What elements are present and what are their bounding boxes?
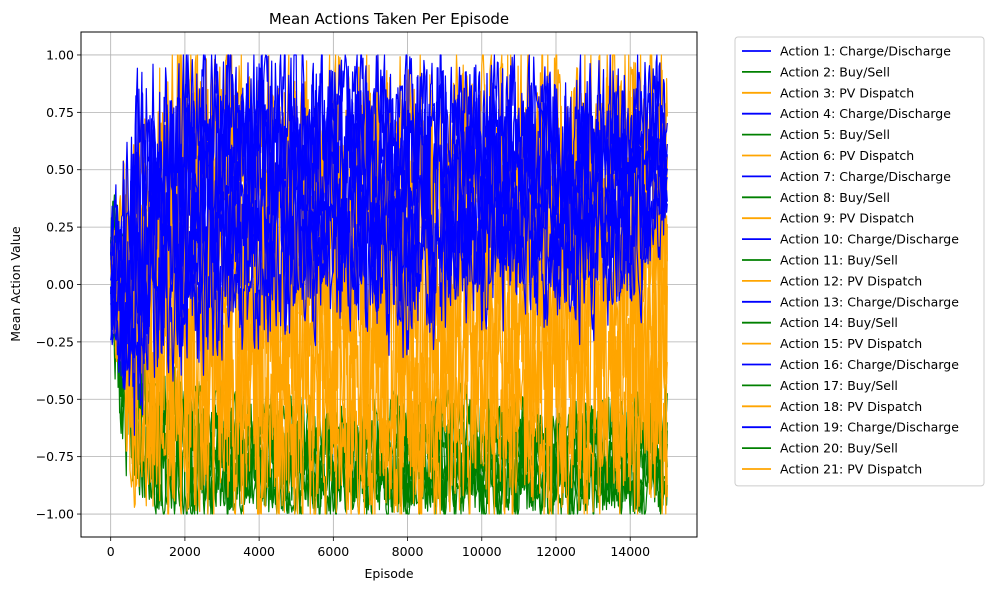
- legend-label: Action 16: Charge/Discharge: [780, 357, 959, 372]
- legend-label: Action 14: Buy/Sell: [780, 315, 898, 330]
- x-tick-label: 4000: [243, 544, 275, 559]
- legend-label: Action 17: Buy/Sell: [780, 378, 898, 393]
- x-tick-label: 6000: [317, 544, 349, 559]
- y-axis-title: Mean Action Value: [8, 226, 23, 342]
- legend-label: Action 21: PV Dispatch: [780, 462, 922, 477]
- legend-label: Action 20: Buy/Sell: [780, 441, 898, 456]
- legend-label: Action 9: PV Dispatch: [780, 211, 914, 226]
- y-tick-label: 0.00: [46, 277, 74, 292]
- series-line: [110, 54, 668, 416]
- y-tick-label: 0.25: [46, 220, 74, 235]
- legend-label: Action 18: PV Dispatch: [780, 399, 922, 414]
- legend-label: Action 5: Buy/Sell: [780, 127, 890, 142]
- legend-label: Action 8: Buy/Sell: [780, 190, 890, 205]
- y-tick-label: 0.50: [46, 162, 74, 177]
- series-line: [110, 54, 668, 379]
- legend-label: Action 3: PV Dispatch: [780, 85, 914, 100]
- legend-label: Action 6: PV Dispatch: [780, 148, 914, 163]
- x-tick-label: 12000: [536, 544, 576, 559]
- x-tick-label: 2000: [169, 544, 201, 559]
- legend-label: Action 11: Buy/Sell: [780, 253, 898, 268]
- chart-title: Mean Actions Taken Per Episode: [269, 10, 509, 28]
- legend-label: Action 1: Charge/Discharge: [780, 44, 951, 59]
- legend-label: Action 19: Charge/Discharge: [780, 420, 959, 435]
- y-tick-label: 1.00: [46, 47, 74, 62]
- legend: Action 1: Charge/Discharge Action 2: Buy/…: [734, 36, 985, 487]
- legend-label: Action 12: PV Dispatch: [780, 273, 922, 288]
- legend-label: Action 4: Charge/Discharge: [780, 106, 951, 121]
- data-series: [110, 54, 668, 515]
- y-tick-label: −0.25: [36, 334, 74, 349]
- legend-label: Action 15: PV Dispatch: [780, 336, 922, 351]
- y-tick-label: −1.00: [36, 507, 74, 522]
- x-tick-label: 10000: [462, 544, 502, 559]
- axes: 0 2000 4000 6000 8000 10000 12000 14000 −1.00 −0.…: [36, 47, 650, 559]
- y-tick-label: −0.50: [36, 392, 74, 407]
- x-axis-title: Episode: [364, 566, 413, 581]
- x-tick-label: 14000: [610, 544, 650, 559]
- legend-frame: [734, 36, 985, 487]
- x-tick-label: 0: [107, 544, 115, 559]
- legend-label: Action 10: Charge/Discharge: [780, 232, 959, 247]
- y-tick-label: −0.75: [36, 449, 74, 464]
- legend-label: Action 13: Charge/Discharge: [780, 294, 959, 309]
- x-tick-label: 8000: [392, 544, 424, 559]
- legend-label: Action 2: Buy/Sell: [780, 64, 890, 79]
- legend-label: Action 7: Charge/Discharge: [780, 169, 951, 184]
- y-tick-label: 0.75: [46, 105, 74, 120]
